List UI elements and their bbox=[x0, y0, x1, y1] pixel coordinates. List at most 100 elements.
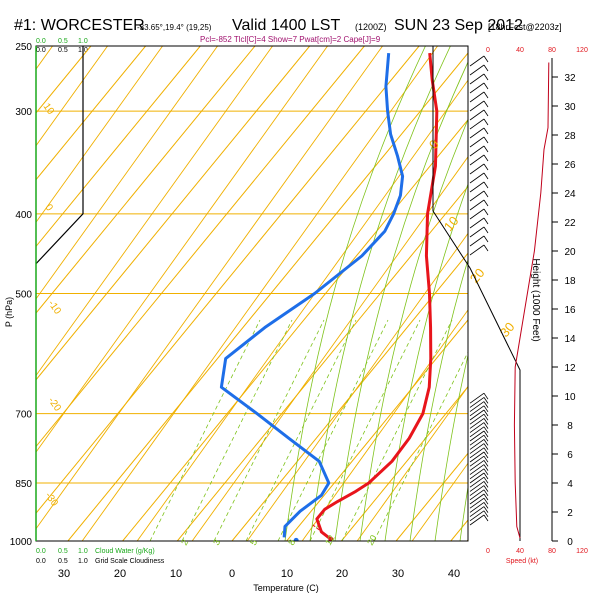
isotherm-line bbox=[36, 46, 256, 314]
temperature-tick-label: 30 bbox=[392, 568, 404, 580]
height-axis-title: Height (1000 Feet) bbox=[530, 258, 541, 341]
wind-barb bbox=[469, 497, 489, 509]
isotherm-line bbox=[450, 519, 468, 541]
speed-axis: 0 40 80 120 0 40 80 120 Speed (kt) bbox=[486, 47, 588, 565]
mixing-ratio-label: 5 bbox=[248, 538, 259, 547]
dry-adiabat-line bbox=[191, 156, 468, 541]
height-tick-label: 4 bbox=[567, 479, 573, 490]
dry-adiabat-line bbox=[36, 46, 109, 147]
dewpoint-curve bbox=[219, 52, 405, 538]
wind-barb bbox=[469, 136, 489, 148]
height-tick-label: 8 bbox=[567, 421, 573, 432]
pressure-tick-label: 700 bbox=[15, 410, 32, 421]
isotherm-line bbox=[395, 452, 468, 541]
cloud-top-black-1: 0.5 bbox=[58, 47, 68, 54]
dry-adiabat-line bbox=[36, 46, 219, 300]
moist-adiabat-line bbox=[384, 182, 468, 541]
height-tick-label: 0 bbox=[567, 537, 573, 548]
mixing-ratio-line bbox=[341, 319, 453, 541]
wind-barb bbox=[469, 82, 489, 94]
wind-barb bbox=[469, 514, 489, 526]
pressure-tick-label: 400 bbox=[15, 210, 32, 221]
dry-adiabat-line bbox=[36, 46, 384, 530]
pressure-tick-label: 500 bbox=[15, 290, 32, 301]
speed-bottom-120: 120 bbox=[576, 548, 588, 555]
isotherm-line bbox=[341, 385, 468, 541]
mixing-ratio-line bbox=[181, 319, 293, 541]
isotherm-line bbox=[122, 118, 468, 541]
mixing-ratio-line bbox=[149, 319, 261, 541]
wind-barb bbox=[469, 109, 489, 121]
dry-adiabat-line bbox=[36, 46, 164, 224]
valid-time: Valid 1400 LST bbox=[232, 17, 340, 34]
wind-barb bbox=[469, 472, 489, 484]
mixing-ratio-line bbox=[309, 319, 421, 541]
speed-top-80: 80 bbox=[548, 47, 556, 54]
dry-adiabat-line bbox=[36, 46, 329, 453]
height-tick-label: 22 bbox=[564, 218, 576, 229]
height-tick-label: 6 bbox=[567, 450, 573, 461]
wind-barb bbox=[469, 489, 489, 501]
mixing-ratio-label: 20 bbox=[365, 533, 379, 547]
moist-adiabat-line bbox=[284, 46, 426, 541]
wind-barb bbox=[469, 510, 489, 522]
speed-top-40: 40 bbox=[516, 47, 524, 54]
cloud-bottom-black-2: 1.0 bbox=[78, 558, 88, 565]
wind-barb bbox=[469, 190, 489, 202]
dry-adiabat-line bbox=[36, 46, 274, 377]
wind-barb bbox=[469, 439, 489, 450]
height-tick-label: 20 bbox=[564, 247, 576, 258]
wind-barb bbox=[469, 455, 489, 467]
pressure-tick-label: 250 bbox=[15, 42, 32, 53]
moist-label: 0 bbox=[426, 137, 442, 152]
wind-barb bbox=[469, 434, 489, 446]
isotherm-line bbox=[36, 46, 311, 381]
moist-adiabat-line bbox=[485, 26, 600, 541]
wind-barb bbox=[469, 443, 489, 454]
speed-axis-label: Speed (kt) bbox=[506, 558, 538, 565]
dry-adiabat-line bbox=[515, 0, 600, 551]
temperature-curve bbox=[315, 52, 439, 541]
profile-panel-border bbox=[432, 46, 521, 541]
adiabat-label: -10 bbox=[46, 298, 64, 317]
valid-date: SUN 23 Sep 2012 bbox=[394, 17, 523, 34]
cloud-bottom-black-1: 0.5 bbox=[58, 558, 68, 565]
wind-barb bbox=[469, 485, 489, 496]
dry-adiabat-line bbox=[356, 385, 468, 541]
wind-barb bbox=[469, 506, 489, 517]
isotherm-line bbox=[286, 319, 468, 541]
moist-adiabat-line bbox=[359, 118, 468, 541]
wind-barb bbox=[469, 476, 489, 488]
height-tick-label: 16 bbox=[564, 305, 576, 316]
wind-barb bbox=[469, 208, 489, 220]
temperature-tick-label: 20 bbox=[114, 568, 126, 580]
surface-dewpoint-marker bbox=[293, 537, 299, 541]
wind-barb bbox=[469, 226, 489, 238]
adiabat-label: 0 bbox=[43, 202, 55, 213]
wind-barb bbox=[469, 64, 489, 76]
height-tick-label: 32 bbox=[564, 73, 576, 84]
mixing-ratio-label: 12 bbox=[323, 533, 337, 547]
grid-layer bbox=[0, 0, 600, 551]
data-layer bbox=[36, 46, 439, 541]
speed-top-0: 0 bbox=[486, 47, 490, 54]
wind-barb bbox=[469, 73, 489, 85]
axis-layer: 2503004005007008501000100-10-20-30010203… bbox=[10, 42, 576, 580]
temperature-tick-label: 20 bbox=[336, 568, 348, 580]
stability-indices: Pcl=-852 Tlcl[C]=4 Show=7 Pwat[cm]=2 Cap… bbox=[200, 35, 381, 44]
isotherm-line bbox=[231, 252, 468, 541]
wind-barb bbox=[469, 409, 489, 421]
dry-adiabat-line bbox=[136, 79, 468, 541]
wind-barb bbox=[469, 397, 489, 408]
wind-barb bbox=[469, 451, 489, 463]
isotherm-line bbox=[36, 46, 201, 248]
height-tick-label: 28 bbox=[564, 131, 576, 142]
temperature-tick-label: 40 bbox=[448, 568, 460, 580]
dry-adiabat-line bbox=[0, 0, 140, 551]
wind-barb bbox=[469, 91, 489, 103]
wind-barb bbox=[469, 464, 489, 475]
pressure-tick-label: 1000 bbox=[10, 537, 33, 548]
moist-adiabat-line bbox=[309, 46, 451, 541]
wind-barb bbox=[469, 418, 489, 429]
